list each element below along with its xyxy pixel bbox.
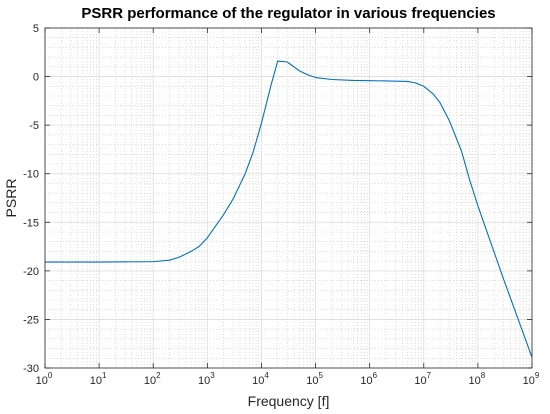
y-tick-label: -25 bbox=[23, 314, 39, 326]
series-layer bbox=[45, 60, 533, 358]
x-tick-label: 107 bbox=[414, 371, 431, 387]
plot-border bbox=[44, 27, 533, 369]
x-tick-labels: 100 101 102 103 104 105 106 107 108 109 bbox=[36, 371, 540, 387]
minor-grid bbox=[45, 28, 532, 368]
y-tick-label: -10 bbox=[23, 169, 39, 181]
y-axis-label: PSRR bbox=[3, 179, 19, 218]
y-tick-label: -30 bbox=[23, 363, 39, 375]
x-tick-label: 108 bbox=[469, 371, 486, 387]
axis-ticks bbox=[44, 27, 533, 369]
chart-title: PSRR performance of the regulator in var… bbox=[81, 5, 495, 22]
x-tick-label: 109 bbox=[523, 371, 540, 387]
y-tick-label: 0 bbox=[33, 72, 39, 84]
x-tick-label: 105 bbox=[306, 371, 323, 387]
series-line bbox=[45, 60, 533, 358]
x-tick-label: 101 bbox=[90, 371, 107, 387]
x-tick-label: 102 bbox=[144, 371, 161, 387]
y-tick-label: -15 bbox=[23, 217, 39, 229]
plot-area bbox=[45, 28, 532, 368]
x-tick-label: 103 bbox=[198, 371, 215, 387]
x-tick-label: 106 bbox=[360, 371, 377, 387]
x-axis-label: Frequency [f] bbox=[248, 393, 330, 409]
x-tick-label: 100 bbox=[36, 371, 53, 387]
y-tick-label: -5 bbox=[29, 120, 39, 132]
y-tick-label: 5 bbox=[33, 23, 39, 35]
x-tick-label: 104 bbox=[252, 371, 269, 387]
y-tick-label: -20 bbox=[23, 266, 39, 278]
y-tick-labels: 5 0 -5 -10 -15 -20 -25 -30 bbox=[23, 23, 39, 375]
